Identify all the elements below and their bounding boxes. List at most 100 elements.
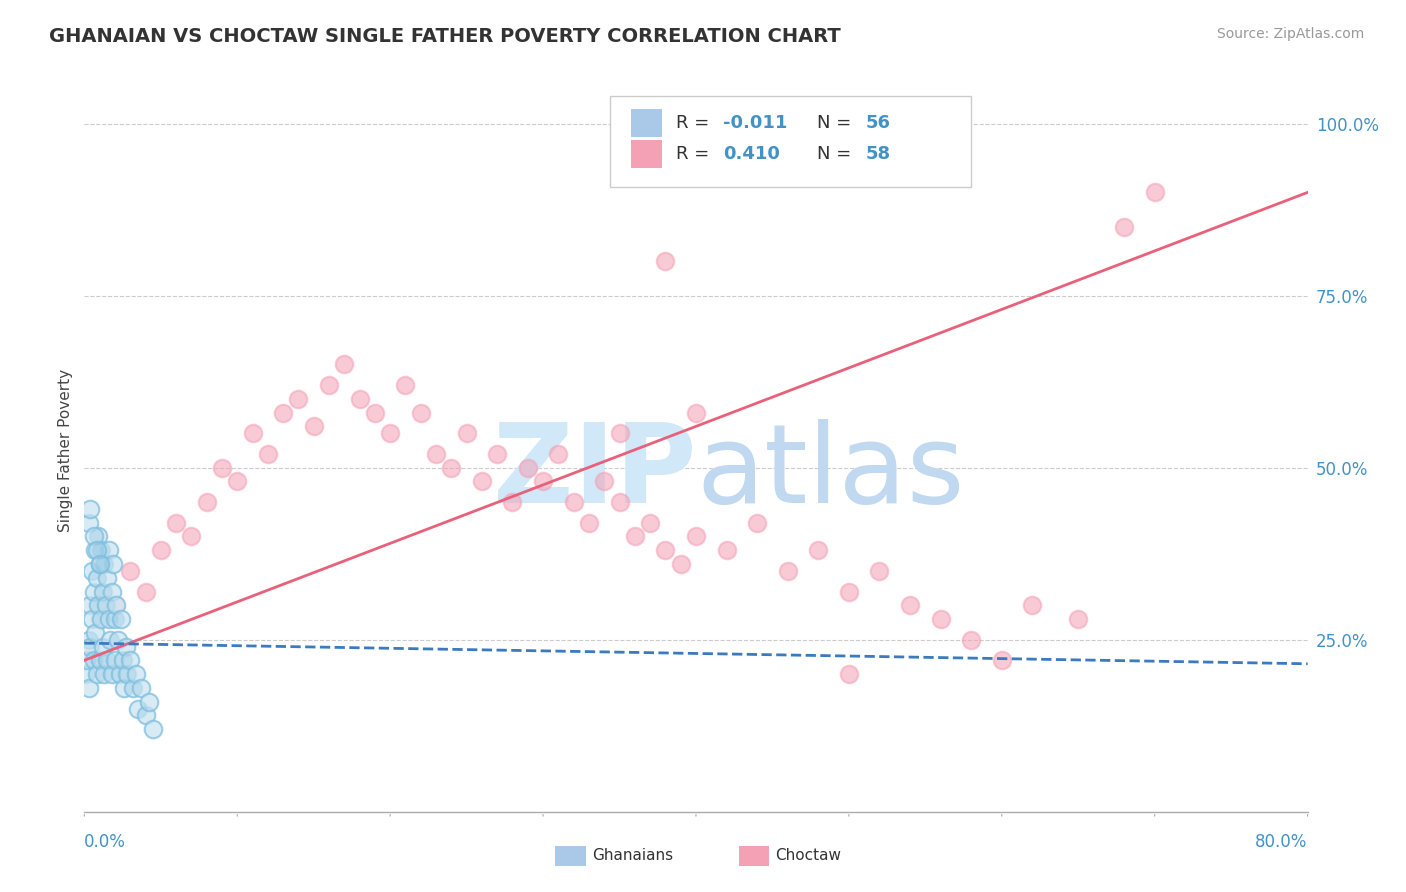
Point [120, 653, 142, 667]
Point [716, 543, 738, 558]
Text: 56: 56 [866, 114, 891, 132]
Text: R =: R = [676, 145, 716, 163]
Point [96, 571, 118, 585]
Point [79, 640, 101, 654]
Point [838, 667, 860, 681]
Point [669, 557, 692, 571]
Point [195, 495, 218, 509]
Point [456, 426, 478, 441]
Point [83, 584, 105, 599]
Point [89, 653, 111, 667]
Y-axis label: Single Father Poverty: Single Father Poverty [58, 369, 73, 532]
Point [79, 599, 101, 613]
Point [86, 667, 108, 681]
Point [89, 653, 111, 667]
Point [165, 516, 187, 530]
Point [747, 516, 769, 530]
Point [90, 612, 112, 626]
Point [93, 557, 115, 571]
Point [110, 612, 132, 626]
Text: ZIP: ZIP [492, 418, 696, 525]
Point [79, 502, 101, 516]
Point [425, 447, 447, 461]
Point [135, 708, 157, 723]
Text: 0.0%: 0.0% [84, 833, 127, 851]
Point [271, 406, 294, 420]
Point [578, 516, 600, 530]
Point [83, 584, 105, 599]
Point [135, 708, 157, 723]
Point [624, 529, 647, 543]
Point [898, 599, 921, 613]
Point [142, 722, 165, 736]
Point [104, 599, 127, 613]
Point [302, 419, 325, 434]
Point [110, 612, 132, 626]
Point [89, 557, 111, 571]
Point [226, 475, 249, 489]
Point [89, 557, 111, 571]
FancyBboxPatch shape [738, 846, 769, 866]
Point [120, 564, 142, 578]
Point [84, 543, 107, 558]
Point [97, 543, 120, 558]
Point [76, 653, 98, 667]
Point [838, 584, 860, 599]
FancyBboxPatch shape [610, 96, 972, 186]
Point [104, 612, 127, 626]
Point [654, 254, 676, 268]
Point [77, 681, 100, 695]
Point [349, 392, 371, 406]
Point [98, 632, 121, 647]
Text: 0.410: 0.410 [723, 145, 780, 163]
Point [86, 543, 108, 558]
Point [122, 681, 145, 695]
Point [991, 653, 1014, 667]
Point [104, 653, 127, 667]
Point [211, 460, 233, 475]
Point [129, 681, 152, 695]
Point [929, 612, 952, 626]
Point [562, 495, 585, 509]
Point [108, 667, 131, 681]
Point [89, 557, 111, 571]
FancyBboxPatch shape [631, 141, 662, 168]
Point [101, 584, 124, 599]
Text: N =: N = [817, 114, 858, 132]
Point [111, 653, 134, 667]
Point [89, 612, 111, 626]
Point [77, 516, 100, 530]
Point [1067, 612, 1090, 626]
Point [135, 584, 157, 599]
Point [86, 667, 108, 681]
Text: 80.0%: 80.0% [1256, 833, 1308, 851]
Point [869, 564, 891, 578]
Point [394, 378, 416, 392]
Point [101, 584, 124, 599]
Point [318, 378, 340, 392]
FancyBboxPatch shape [631, 110, 662, 136]
Point [75, 667, 97, 681]
Point [115, 667, 138, 681]
Point [107, 632, 129, 647]
Point [122, 681, 145, 695]
Point [77, 516, 100, 530]
Point [593, 475, 616, 489]
Point [129, 681, 152, 695]
Point [287, 392, 309, 406]
Point [108, 667, 131, 681]
Point [685, 406, 707, 420]
Point [83, 529, 105, 543]
Point [125, 667, 148, 681]
Point [104, 653, 127, 667]
Point [257, 447, 280, 461]
Point [94, 599, 117, 613]
Point [101, 667, 124, 681]
Point [111, 653, 134, 667]
Point [138, 695, 160, 709]
Point [89, 557, 111, 571]
Point [93, 667, 115, 681]
Point [547, 447, 569, 461]
Text: 58: 58 [866, 145, 891, 163]
Point [93, 557, 115, 571]
